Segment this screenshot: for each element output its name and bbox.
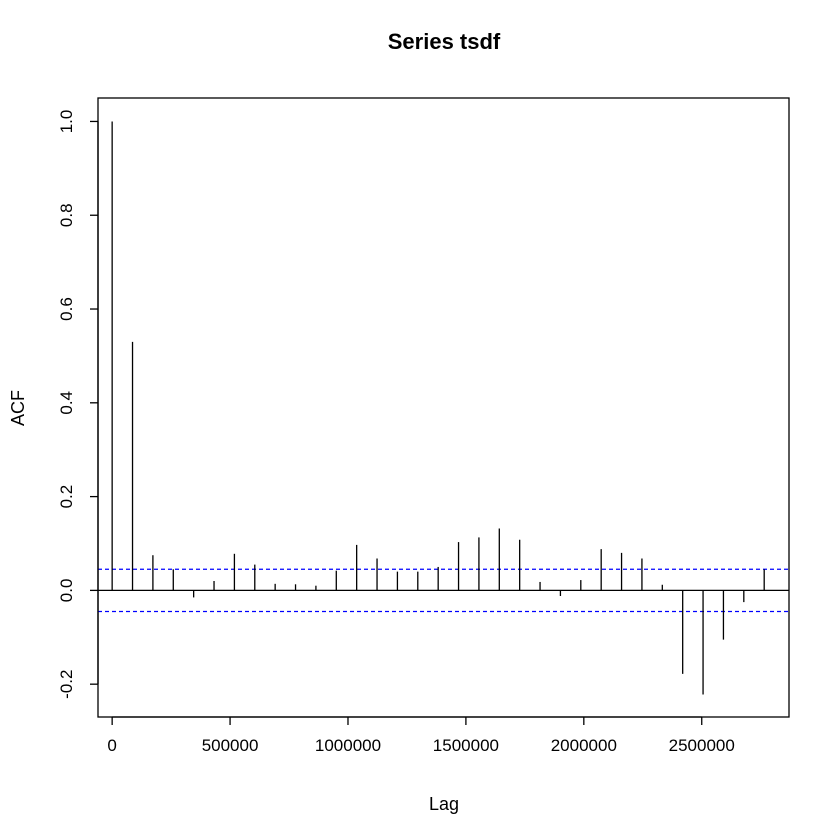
x-tick-label: 1500000	[433, 736, 499, 755]
y-axis-label: ACF	[8, 390, 28, 426]
y-tick-label: 0.2	[57, 485, 76, 509]
x-axis-label: Lag	[429, 794, 459, 814]
y-axis: -0.2 0.0 0.2 0.4 0.6 0.8 1.0	[57, 110, 99, 699]
x-tick-label: 1000000	[315, 736, 381, 755]
y-tick-label: 1.0	[57, 110, 76, 134]
x-tick-label: 500000	[202, 736, 259, 755]
acf-spikes	[111, 121, 765, 695]
x-tick-label: 0	[107, 736, 116, 755]
confidence-bounds	[98, 568, 789, 613]
y-tick-label: 0.4	[57, 391, 76, 415]
plot-frame	[97, 97, 790, 718]
y-tick-label: -0.2	[57, 670, 76, 699]
y-tick-label: 0.0	[57, 579, 76, 603]
chart-title: Series tsdf	[388, 29, 501, 54]
x-tick-label: 2000000	[551, 736, 617, 755]
y-tick-label: 0.8	[57, 203, 76, 227]
y-tick-label: 0.6	[57, 297, 76, 321]
x-axis: 0 500000 1000000 1500000 2000000 2500000	[107, 716, 735, 755]
x-tick-label: 2500000	[669, 736, 735, 755]
